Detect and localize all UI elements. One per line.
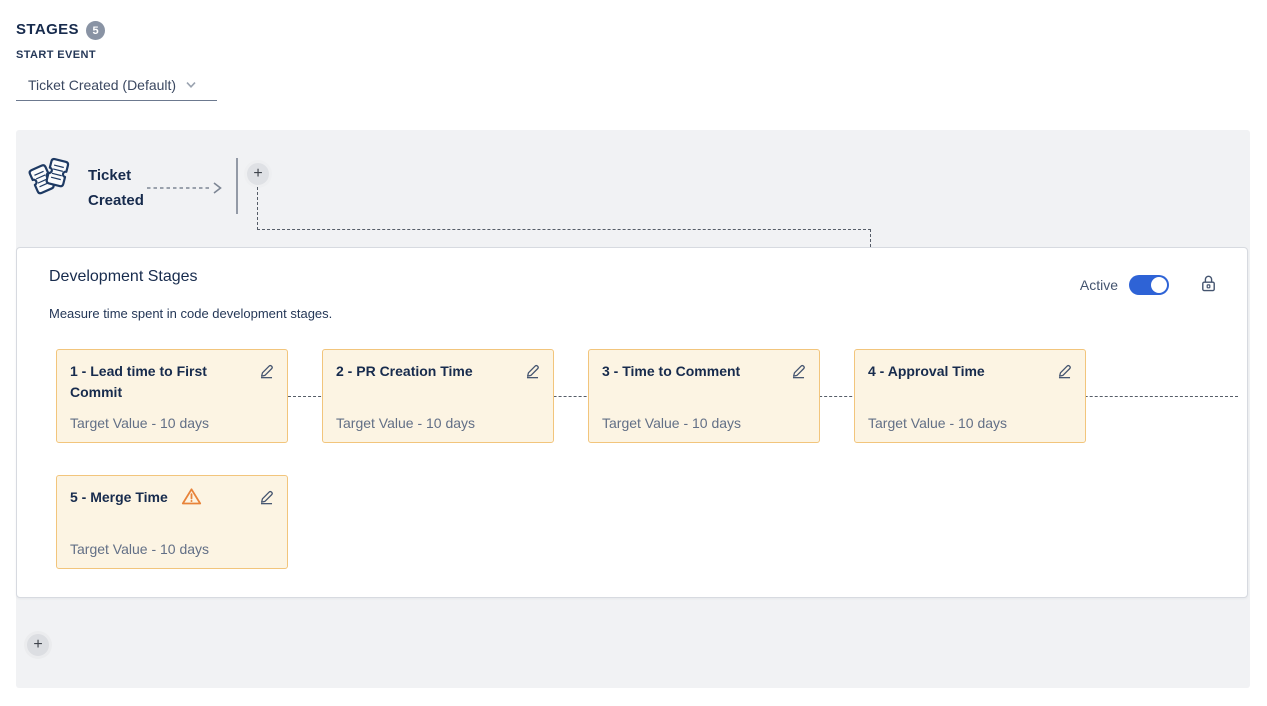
stage-group-card: Development Stages Measure time spent in… [16, 247, 1248, 598]
connector-divider [236, 158, 238, 214]
stage-target-value: Target Value - 10 days [602, 415, 742, 431]
stage-target-value: Target Value - 10 days [70, 541, 210, 557]
toggle-knob [1151, 277, 1167, 293]
start-event-value: Ticket Created (Default) [28, 77, 177, 93]
edit-pencil-icon [790, 363, 807, 383]
stages-count-badge: 5 [86, 21, 105, 40]
stage-card-5[interactable]: 5 - Merge Time Target Value - 10 days [56, 475, 288, 569]
add-stage-button-bottom[interactable]: + [27, 634, 49, 656]
group-controls: Active [1080, 275, 1217, 295]
lock-icon [1200, 274, 1217, 296]
warning-triangle-icon [181, 487, 202, 512]
active-label: Active [1079, 277, 1118, 293]
stage-card-4[interactable]: 4 - Approval Time Target Value - 10 days [854, 349, 1086, 443]
edit-pencil-icon [524, 363, 541, 383]
stage-card-3[interactable]: 3 - Time to Comment Target Value - 10 da… [588, 349, 820, 443]
active-toggle[interactable] [1129, 275, 1169, 295]
edit-pencil-icon [258, 489, 275, 509]
edit-pencil-icon [1056, 363, 1073, 383]
start-event-label: START EVENT [16, 49, 96, 61]
edit-stage-button[interactable] [788, 363, 808, 383]
group-description: Measure time spent in code development s… [49, 306, 333, 321]
group-title: Development Stages [49, 268, 198, 285]
start-node-label: Ticket Created [88, 167, 144, 209]
page-title: STAGES [16, 21, 79, 38]
connector-dashed-vertical-2 [870, 229, 871, 247]
edit-pencil-icon [258, 363, 275, 383]
stage-target-value: Target Value - 10 days [70, 415, 210, 431]
stage-row-1: 1 - Lead time to First Commit Target Val… [56, 349, 1086, 443]
chevron-down-icon [185, 76, 197, 94]
lock-button[interactable] [1200, 275, 1217, 295]
stage-title: 2 - PR Creation Time [336, 363, 473, 379]
arrow-right-dashed [146, 181, 226, 200]
stage-title: 5 - Merge Time [70, 489, 168, 505]
edit-stage-button[interactable] [522, 363, 542, 383]
stage-title: 1 - Lead time to First Commit [70, 363, 207, 400]
tickets-icon [27, 152, 77, 209]
edit-stage-button[interactable] [256, 489, 276, 509]
add-stage-button-top[interactable]: + [247, 163, 269, 185]
stage-title: 3 - Time to Comment [602, 363, 741, 379]
stage-target-value: Target Value - 10 days [336, 415, 476, 431]
start-event-select[interactable]: Ticket Created (Default) [16, 70, 217, 101]
stage-card-2[interactable]: 2 - PR Creation Time Target Value - 10 d… [322, 349, 554, 443]
edit-stage-button[interactable] [1054, 363, 1074, 383]
connector-dashed-vertical [257, 187, 258, 230]
connector-dashed-horizontal [257, 229, 871, 230]
stage-title: 4 - Approval Time [868, 363, 985, 379]
stage-target-value: Target Value - 10 days [868, 415, 1008, 431]
stage-card-1[interactable]: 1 - Lead time to First Commit Target Val… [56, 349, 288, 443]
edit-stage-button[interactable] [256, 363, 276, 383]
stage-row-2: 5 - Merge Time Target Value - 10 days [56, 475, 288, 569]
